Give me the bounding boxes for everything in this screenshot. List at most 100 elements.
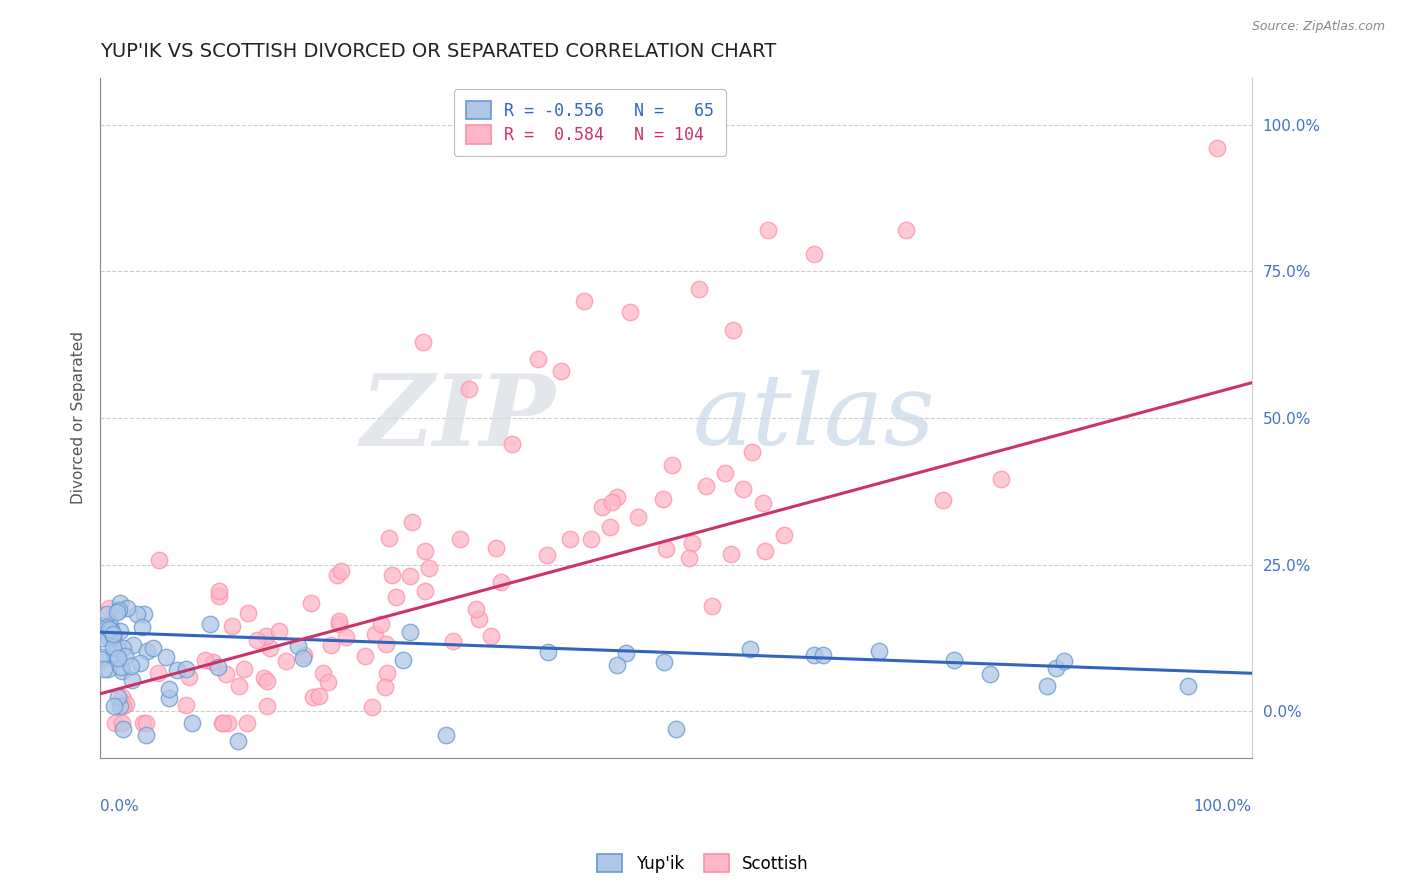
Point bbox=[131, 620, 153, 634]
Point bbox=[211, 716, 233, 731]
Point bbox=[413, 584, 436, 599]
Point bbox=[380, 568, 402, 582]
Point bbox=[112, 722, 135, 736]
Point bbox=[681, 536, 703, 550]
Point bbox=[803, 246, 825, 260]
Point bbox=[485, 541, 508, 556]
Point bbox=[177, 670, 200, 684]
Text: 100.0%: 100.0% bbox=[1194, 799, 1251, 814]
Point bbox=[702, 599, 724, 613]
Point bbox=[259, 640, 281, 655]
Point bbox=[98, 617, 121, 632]
Point bbox=[302, 690, 325, 705]
Point bbox=[129, 656, 152, 670]
Point bbox=[330, 564, 353, 578]
Point bbox=[101, 640, 124, 654]
Point bbox=[756, 223, 779, 237]
Point bbox=[233, 662, 256, 676]
Point bbox=[292, 648, 315, 663]
Point bbox=[181, 716, 204, 731]
Point bbox=[226, 733, 249, 747]
Point bbox=[194, 653, 217, 667]
Point bbox=[723, 323, 745, 337]
Point bbox=[166, 663, 188, 677]
Point bbox=[221, 619, 243, 633]
Point bbox=[591, 500, 613, 515]
Point bbox=[489, 574, 512, 589]
Point bbox=[401, 515, 423, 529]
Point bbox=[479, 629, 502, 643]
Point bbox=[146, 665, 169, 680]
Text: Source: ZipAtlas.com: Source: ZipAtlas.com bbox=[1251, 20, 1385, 33]
Point bbox=[364, 627, 387, 641]
Point bbox=[103, 646, 125, 660]
Point bbox=[96, 620, 118, 634]
Point bbox=[606, 490, 628, 504]
Point bbox=[107, 640, 129, 655]
Point bbox=[287, 639, 309, 653]
Point bbox=[135, 716, 157, 731]
Point bbox=[299, 596, 322, 610]
Point bbox=[157, 681, 180, 696]
Point bbox=[111, 690, 134, 705]
Point bbox=[112, 698, 135, 713]
Point bbox=[868, 644, 890, 658]
Point bbox=[374, 681, 396, 695]
Point bbox=[110, 659, 132, 673]
Point bbox=[614, 646, 637, 660]
Point bbox=[412, 334, 434, 349]
Point bbox=[136, 644, 159, 658]
Point bbox=[316, 675, 339, 690]
Point bbox=[90, 652, 112, 666]
Point bbox=[103, 629, 125, 643]
Point bbox=[121, 673, 143, 687]
Point bbox=[1177, 679, 1199, 693]
Point bbox=[399, 568, 422, 582]
Point bbox=[378, 531, 401, 545]
Point bbox=[803, 648, 825, 662]
Point bbox=[111, 716, 134, 731]
Point bbox=[1036, 679, 1059, 693]
Point bbox=[291, 651, 314, 665]
Point bbox=[655, 542, 678, 557]
Point bbox=[661, 458, 683, 473]
Point bbox=[752, 496, 775, 510]
Point bbox=[121, 639, 143, 653]
Point bbox=[398, 624, 420, 639]
Point bbox=[111, 640, 134, 655]
Point bbox=[236, 606, 259, 620]
Point bbox=[91, 631, 114, 645]
Point bbox=[267, 624, 290, 638]
Text: YUP'IK VS SCOTTISH DIVORCED OR SEPARATED CORRELATION CHART: YUP'IK VS SCOTTISH DIVORCED OR SEPARATED… bbox=[100, 42, 776, 61]
Point bbox=[253, 671, 276, 685]
Point bbox=[108, 698, 131, 713]
Point bbox=[91, 618, 114, 632]
Point bbox=[157, 690, 180, 705]
Text: 0.0%: 0.0% bbox=[100, 799, 139, 814]
Point bbox=[98, 622, 121, 636]
Point bbox=[1053, 654, 1076, 668]
Point bbox=[228, 679, 250, 693]
Point bbox=[132, 716, 155, 731]
Point bbox=[560, 532, 582, 546]
Point bbox=[103, 626, 125, 640]
Point bbox=[932, 493, 955, 508]
Point bbox=[894, 223, 917, 237]
Point bbox=[98, 632, 121, 646]
Point bbox=[202, 656, 225, 670]
Point bbox=[155, 650, 177, 665]
Point bbox=[108, 596, 131, 610]
Point bbox=[811, 648, 834, 663]
Point bbox=[449, 532, 471, 546]
Point bbox=[619, 305, 641, 319]
Point bbox=[141, 641, 163, 656]
Y-axis label: Divorced or Separated: Divorced or Separated bbox=[72, 332, 86, 505]
Point bbox=[254, 629, 277, 643]
Point bbox=[115, 601, 138, 615]
Point bbox=[1045, 661, 1067, 675]
Point bbox=[198, 617, 221, 632]
Point bbox=[467, 612, 489, 626]
Point bbox=[93, 662, 115, 676]
Point bbox=[326, 568, 349, 582]
Text: atlas: atlas bbox=[693, 370, 935, 466]
